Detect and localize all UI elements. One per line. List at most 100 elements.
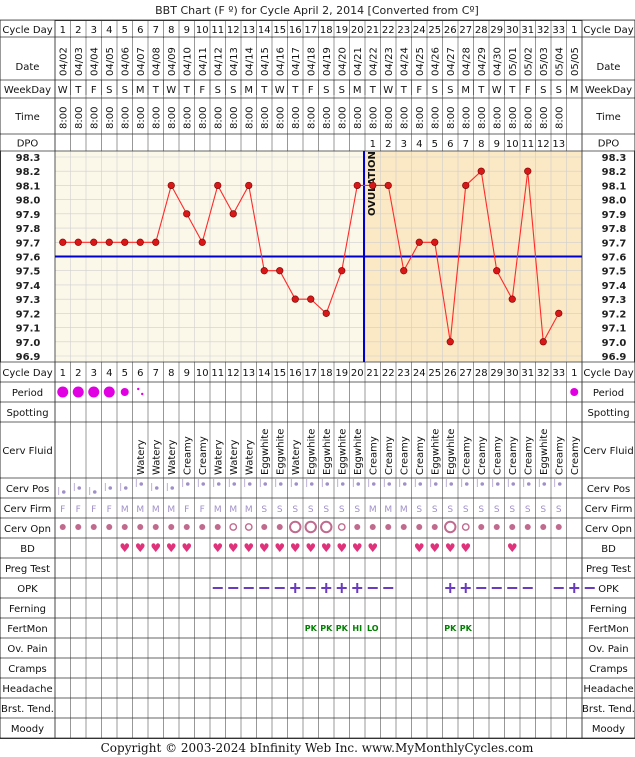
- row-label-cell: [582, 422, 635, 478]
- cycle-day-label: 26: [444, 368, 457, 379]
- y-tick-left: 97.9: [16, 210, 41, 221]
- weekday-label: T: [369, 85, 377, 96]
- date-label: 04/07: [136, 47, 147, 76]
- temperature-point: [198, 238, 206, 246]
- temperature-point: [105, 238, 113, 246]
- cerv-fluid-label: Creamy: [368, 436, 379, 475]
- row-label-right: Preg Test: [586, 564, 631, 575]
- weekday-label: W: [275, 85, 285, 96]
- cerv-opn-closed: [121, 524, 128, 530]
- weekday-label: S: [447, 85, 453, 96]
- cerv-pos-mark: [294, 482, 299, 486]
- cycle-day-label: 32: [537, 25, 550, 36]
- date-label: 04/18: [306, 47, 317, 76]
- cycle-day-label: 4: [106, 368, 112, 379]
- time-label: 8:00: [213, 107, 224, 129]
- row-label-cell: [582, 698, 635, 718]
- row-label-cell: [0, 638, 55, 658]
- fertmon-label: PK: [460, 624, 473, 633]
- cerv-fluid-label: Eggwhite: [353, 429, 364, 475]
- weekday-label: S: [215, 85, 221, 96]
- period-medium-mark: [120, 388, 129, 396]
- cerv-fluid-label: Creamy: [461, 436, 472, 475]
- cerv-firm-label: S: [556, 505, 562, 515]
- weekday-label: S: [432, 85, 438, 96]
- time-label: 8:00: [198, 107, 209, 129]
- cerv-firm-label: F: [60, 505, 65, 515]
- temperature-point: [493, 267, 501, 275]
- period-medium-mark: [570, 388, 579, 396]
- cerv-fluid-label: Eggwhite: [446, 429, 457, 475]
- fertmon-label: HI: [352, 624, 362, 633]
- y-tick-right: 98.0: [602, 196, 627, 207]
- cerv-firm-label: S: [277, 505, 283, 515]
- cerv-pos-mark: [170, 486, 175, 490]
- weekday-label: M: [136, 85, 145, 96]
- time-label: 8:00: [523, 107, 534, 129]
- date-label: 04/12: [213, 47, 224, 76]
- cerv-pos-mark: [418, 482, 423, 486]
- weekday-label: T: [477, 85, 485, 96]
- date-label: 04/29: [477, 47, 488, 76]
- date-label: 04/13: [229, 47, 240, 76]
- bd-heart-icon: ♥: [135, 541, 146, 555]
- temperature-point: [307, 295, 315, 303]
- cerv-opn-closed: [431, 524, 438, 530]
- row-label-left: Cerv Opn: [4, 524, 51, 535]
- cerv-firm-label: S: [354, 505, 360, 515]
- cerv-pos-mark: [201, 482, 206, 486]
- time-label: 8:00: [492, 107, 503, 129]
- weekday-label: S: [540, 85, 546, 96]
- cycle-day-label: 23: [397, 25, 410, 36]
- time-label: 8:00: [275, 107, 286, 129]
- cycle-day-label: 4: [106, 25, 112, 36]
- date-label: 04/16: [275, 47, 286, 76]
- time-label: 8:00: [399, 107, 410, 129]
- y-tick-right: 97.7: [602, 238, 627, 249]
- cerv-firm-label: S: [447, 505, 453, 515]
- cerv-pos-mark: [278, 482, 283, 486]
- row-label-cell: [0, 538, 55, 558]
- date-label: 04/04: [89, 47, 100, 76]
- cerv-pos-mark: [309, 482, 314, 486]
- cerv-opn-medium: [229, 523, 238, 531]
- row-label-cell: [582, 718, 635, 738]
- cycle-day-label: 15: [273, 368, 286, 379]
- weekday-label: M: [353, 85, 362, 96]
- temperature-point: [338, 267, 346, 275]
- row-label-cell: [0, 718, 55, 738]
- dpo-label: 11: [521, 139, 534, 150]
- cerv-firm-label: S: [323, 505, 329, 515]
- cerv-firm-label: S: [308, 505, 314, 515]
- cycle-day-label: 3: [91, 368, 97, 379]
- time-label: 8:00: [461, 107, 472, 129]
- cerv-pos-mark: [185, 482, 190, 486]
- spotting-mark: [141, 392, 144, 396]
- date-label: 05/02: [523, 47, 534, 76]
- row-label-right: Cycle Day: [583, 368, 633, 379]
- cerv-fluid-label: Eggwhite: [306, 429, 317, 475]
- row-label-right: Cerv Opn: [585, 524, 632, 535]
- spotting-mark: [137, 387, 140, 391]
- time-label: 8:00: [244, 107, 255, 129]
- cerv-pos-mark: [216, 482, 221, 486]
- temperature-point: [322, 309, 330, 317]
- date-label: 04/24: [399, 47, 410, 76]
- cerv-opn-open: [289, 520, 302, 534]
- row-label-right: Cerv Firm: [585, 504, 633, 515]
- y-tick-left: 97.1: [16, 324, 41, 335]
- cerv-opn-closed: [168, 524, 175, 530]
- row-label-cell: [0, 362, 55, 382]
- cerv-firm-label: S: [540, 505, 546, 515]
- date-label: 05/01: [508, 47, 519, 76]
- time-label: 8:00: [446, 107, 457, 129]
- cerv-firm-label: M: [167, 505, 175, 515]
- bd-heart-icon: ♥: [305, 541, 316, 555]
- date-label: 04/23: [384, 47, 395, 76]
- temperature-point: [446, 338, 454, 346]
- cerv-fluid-label: Eggwhite: [539, 429, 550, 475]
- bd-heart-icon: ♥: [336, 541, 347, 555]
- time-label: 8:00: [120, 107, 131, 129]
- cerv-opn-closed: [214, 524, 221, 530]
- cycle-day-label: 5: [122, 368, 128, 379]
